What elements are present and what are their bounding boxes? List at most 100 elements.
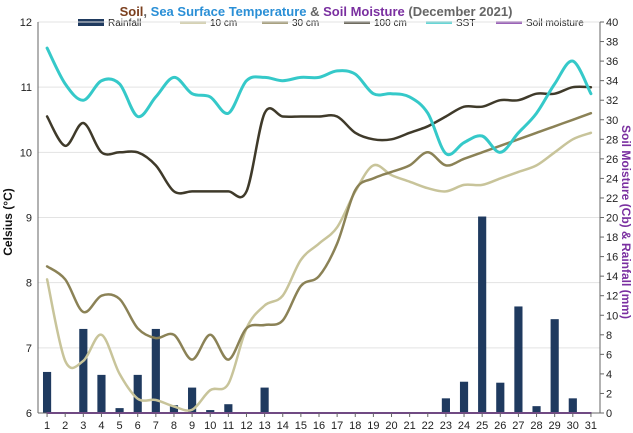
chart-title: Soil, Sea Surface Temperature & Soil Moi…: [120, 4, 513, 19]
series-lines: [45, 46, 593, 415]
y-tick-label-2: 8: [26, 278, 32, 290]
rainfall-bar-day-3: [79, 328, 88, 413]
rainfall-bar-day-13: [260, 387, 269, 413]
y2-tick-label-16: 32: [606, 95, 618, 107]
y2-tick-label-3: 6: [606, 349, 612, 361]
x-tick-label-6: 7: [153, 420, 159, 432]
rainfall-bar-day-9: [188, 387, 197, 413]
y2-tick-label-20: 40: [606, 17, 618, 29]
x-tick-label-8: 9: [189, 420, 195, 432]
y-tick-label-5: 11: [21, 82, 32, 94]
y-tick-label-0: 6: [26, 408, 32, 420]
legend-label-soil-moisture: Soil moisture: [526, 18, 584, 29]
y-tick-label-3: 9: [26, 213, 32, 225]
x-tick-label-14: 15: [295, 420, 307, 432]
rainfall-bar-day-6: [133, 374, 142, 413]
y2-tick-label-0: 0: [606, 408, 612, 420]
x-tick-label-20: 21: [404, 420, 416, 432]
x-tick-label-1: 2: [62, 420, 68, 432]
rainfall-bars: [42, 216, 577, 413]
legend-label-sst: SST: [456, 18, 475, 29]
rainfall-bar-day-5: [115, 408, 124, 413]
title-part-1: ,: [143, 4, 150, 19]
series-line-100-cm: [45, 85, 593, 199]
x-tick-label-13: 14: [277, 420, 289, 432]
x-tick-label-11: 12: [240, 420, 252, 432]
rainfall-bar-day-7: [151, 328, 160, 413]
x-tick-label-12: 13: [258, 420, 270, 432]
rainfall-bar-day-4: [97, 374, 106, 413]
rainfall-bar-day-23: [441, 398, 450, 413]
y-tick-label-4: 10: [20, 147, 32, 159]
legend: Rainfall 10 cm 30 cm 100 cm SST Soil moisture: [78, 18, 584, 29]
x-tick-label-2: 3: [80, 420, 86, 432]
y2-tick-label-13: 26: [606, 154, 618, 166]
x-tick-label-10: 11: [223, 420, 234, 432]
rainfall-bar-day-27: [514, 306, 523, 413]
y2-tick-label-1: 2: [606, 388, 612, 400]
title-part-0: Soil: [120, 4, 144, 19]
rainfall-bar-day-1: [42, 371, 52, 413]
x-tick-label-21: 22: [422, 420, 434, 432]
y2-tick-label-2: 4: [606, 369, 612, 381]
x-tick-label-15: 16: [313, 420, 325, 432]
y-tick-label-6: 12: [20, 17, 32, 29]
x-tick-label-23: 24: [458, 420, 470, 432]
title-part-5: (December 2021): [405, 4, 513, 19]
rainfall-bar-day-26: [496, 382, 505, 413]
title-part-3: &: [307, 4, 324, 19]
x-tick-label-29: 30: [567, 420, 579, 432]
rainfall-bar-day-8: [169, 405, 179, 413]
x-tick-label-9: 10: [204, 420, 216, 432]
y2-tick-label-8: 16: [606, 252, 618, 264]
x-tick-label-7: 8: [171, 420, 177, 432]
legend-label-10-cm: 10 cm: [210, 18, 237, 29]
y2-tick-label-17: 34: [606, 76, 618, 88]
rainfall-bar-day-24: [459, 381, 469, 413]
y2-tick-label-11: 22: [606, 193, 618, 205]
x-tick-label-22: 23: [440, 420, 452, 432]
rainfall-bar-day-30: [568, 398, 577, 413]
title-part-4: Soil Moisture: [323, 4, 405, 19]
x-tick-label-18: 19: [367, 420, 379, 432]
y2-tick-label-6: 12: [606, 291, 618, 303]
x-tick-label-0: 1: [44, 420, 50, 432]
x-tick-label-3: 4: [98, 420, 104, 432]
x-tick-label-16: 17: [331, 420, 343, 432]
x-tick-label-28: 29: [549, 420, 561, 432]
y2-axis-title: Soil Moisture (Cb) & Rainfall (mm): [619, 125, 633, 319]
y2-tick-label-15: 30: [606, 115, 618, 127]
y-axis-title: Celsius (°C): [1, 188, 15, 255]
legend-label-rainfall: Rainfall: [108, 18, 141, 29]
x-tick-label-19: 20: [385, 420, 397, 432]
y2-tick-label-10: 20: [606, 213, 618, 225]
rainfall-bar-day-10: [206, 410, 215, 413]
x-tick-label-5: 6: [135, 420, 141, 432]
y2-tick-label-19: 38: [606, 37, 618, 49]
legend-label-100-cm: 100 cm: [374, 18, 407, 29]
series-line-30-cm: [45, 111, 593, 361]
x-tick-label-24: 25: [476, 420, 488, 432]
x-tick-label-27: 28: [530, 420, 542, 432]
legend-label-30-cm: 30 cm: [292, 18, 319, 29]
rainfall-bar-day-11: [224, 404, 233, 413]
y2-tick-label-12: 24: [606, 173, 618, 185]
x-tick-label-25: 26: [494, 420, 506, 432]
axes: 6789101112024681012141618202224262830323…: [20, 17, 619, 432]
series-line-sst: [45, 46, 593, 157]
y2-tick-label-9: 18: [606, 232, 618, 244]
y2-tick-label-18: 36: [606, 56, 618, 68]
rainfall-bar-day-28: [532, 406, 541, 413]
title-part-2: Sea Surface Temperature: [151, 4, 307, 19]
x-tick-label-4: 5: [117, 420, 123, 432]
y2-tick-label-7: 14: [606, 271, 618, 283]
x-tick-label-17: 18: [349, 420, 361, 432]
y2-tick-label-4: 8: [606, 330, 612, 342]
y-tick-label-1: 7: [26, 343, 32, 355]
y2-tick-label-14: 28: [606, 134, 618, 146]
x-tick-label-30: 31: [585, 420, 597, 432]
x-tick-label-26: 27: [512, 420, 524, 432]
rainfall-bar-day-25: [478, 216, 487, 413]
rainfall-bar-day-29: [550, 319, 559, 413]
